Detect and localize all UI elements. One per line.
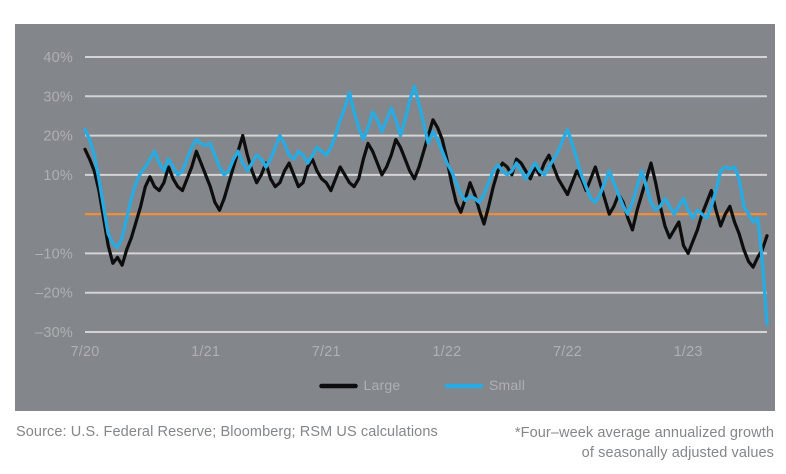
- ytick-label: 30%: [43, 89, 73, 105]
- footnote-line-1: *Four–week average annualized growth: [514, 425, 774, 441]
- legend-label-small: Small: [489, 377, 525, 393]
- series-line-large: [83, 118, 769, 269]
- footnote: *Four–week average annualized growth of …: [515, 424, 774, 463]
- ytick-label: –30%: [35, 325, 73, 341]
- line-chart-svg: 40% 30% 20% 10% –10% –20% –30% 7/20 1/21 7/21 1/2…: [35, 50, 769, 393]
- xtick-label: 7/21: [312, 344, 341, 360]
- chart-panel: 40% 30% 20% 10% –10% –20% –30% 7/20 1/21 7/21 1/2…: [15, 24, 775, 411]
- xtick-label: 7/20: [70, 344, 99, 360]
- ytick-label: 40%: [43, 50, 73, 66]
- ytick-label: –10%: [35, 246, 73, 262]
- xtick-label: 1/23: [674, 344, 703, 360]
- ytick-label: –20%: [35, 286, 73, 302]
- source-note: Source: U.S. Federal Reserve; Bloomberg;…: [16, 424, 438, 440]
- ytick-labels-group: 40% 30% 20% 10% –10% –20% –30%: [35, 50, 73, 341]
- ytick-label: 20%: [43, 129, 73, 145]
- footnote-line-2: of seasonally adjusted values: [581, 444, 774, 461]
- figure-footer: Source: U.S. Federal Reserve; Bloomberg;…: [0, 411, 786, 474]
- xtick-label: 1/21: [191, 344, 220, 360]
- xtick-label: 7/22: [553, 344, 582, 360]
- series-group: [83, 84, 769, 326]
- chart-legend: Large Small: [319, 377, 525, 393]
- series-line-small: [83, 84, 769, 326]
- legend-label-large: Large: [364, 377, 401, 393]
- xtick-label: 1/22: [432, 344, 461, 360]
- gridlines-group: [85, 56, 767, 333]
- ytick-label: 10%: [43, 168, 73, 184]
- xtick-labels-group: 7/20 1/21 7/21 1/22 7/22 1/23: [70, 344, 702, 360]
